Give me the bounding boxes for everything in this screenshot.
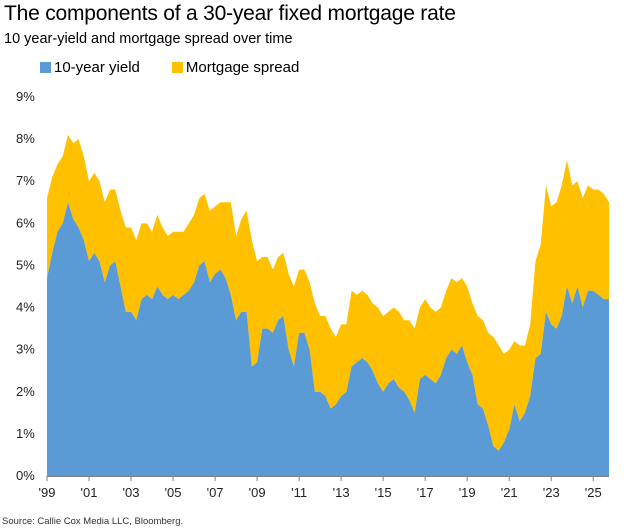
- x-tick-label: '17: [417, 485, 434, 500]
- x-tick-label: '11: [291, 485, 307, 500]
- x-tick-label: '05: [165, 485, 182, 500]
- legend-swatch-yield: [40, 62, 51, 73]
- x-tick-label: '25: [585, 485, 602, 500]
- y-tick-label: 7%: [16, 173, 35, 188]
- x-tick-label: '09: [249, 485, 266, 500]
- legend-label-spread: Mortgage spread: [185, 59, 300, 76]
- y-tick-label: 9%: [16, 89, 35, 104]
- x-tick-label: '21: [501, 485, 518, 500]
- x-tick-label: '03: [123, 485, 140, 500]
- x-tick-label: '13: [333, 485, 350, 500]
- x-tick-label: '07: [207, 485, 224, 500]
- legend-label-yield: 10-year yield: [54, 59, 140, 76]
- legend-item-yield: 10-year yield: [40, 59, 140, 76]
- y-tick-label: 3%: [16, 342, 35, 357]
- chart-subtitle: 10 year-yield and mortgage spread over t…: [4, 31, 293, 47]
- legend: 10-year yield Mortgage spread: [40, 59, 331, 76]
- x-tick-label: '15: [375, 485, 392, 500]
- y-tick-label: 6%: [16, 215, 35, 230]
- y-tick-label: 8%: [16, 131, 35, 146]
- y-tick-label: 1%: [16, 426, 35, 441]
- chart-title: The components of a 30-year fixed mortga…: [4, 2, 456, 25]
- legend-swatch-spread: [171, 62, 183, 73]
- x-tick-label: '19: [459, 485, 476, 500]
- legend-item-spread: Mortgage spread: [171, 59, 300, 76]
- y-tick-label: 0%: [16, 468, 35, 483]
- x-tick-label: '99: [39, 485, 56, 500]
- source-note: Source: Callie Cox Media LLC, Bloomberg.: [2, 516, 184, 527]
- series-area-mortgage-spread: [47, 134, 609, 451]
- y-tick-label: 2%: [16, 384, 35, 399]
- y-tick-label: 4%: [16, 300, 35, 315]
- x-tick-label: '01: [81, 485, 98, 500]
- series-area-10-year-yield: [47, 202, 609, 476]
- x-tick-label: '23: [543, 485, 560, 500]
- y-tick-label: 5%: [16, 257, 35, 272]
